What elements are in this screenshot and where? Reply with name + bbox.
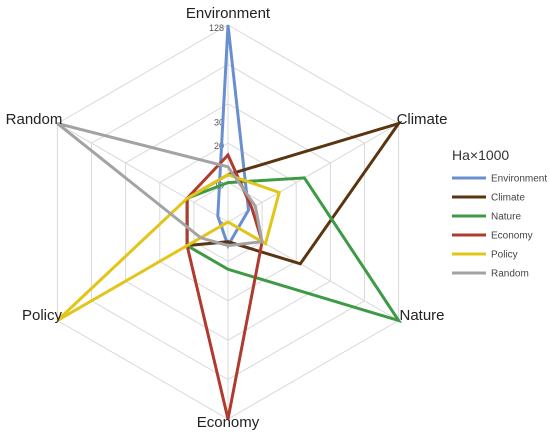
legend-label-nature: Nature	[491, 212, 521, 223]
series-random-line	[56, 122, 264, 248]
legend-label-economy: Economy	[491, 231, 533, 242]
axis-label-economy: Economy	[197, 414, 260, 431]
series-policy-line	[56, 173, 282, 322]
axis-label-environment: Environment	[186, 5, 271, 22]
tick-label-20: 20	[214, 141, 224, 151]
legend-label-policy: Policy	[491, 250, 518, 261]
tick-label-128: 128	[209, 23, 224, 33]
axis-spoke-climate	[227, 123, 399, 223]
axis-label-policy: Policy	[22, 307, 63, 324]
axis-spoke-random	[57, 123, 229, 223]
axis-label-climate: Climate	[397, 111, 448, 128]
radar-axis-labels: Environment Climate Nature Economy Policy Ran…	[6, 5, 448, 431]
tick-label-30: 30	[214, 118, 224, 128]
legend: Ha×1000 Environment Climate Nature Economy P…	[452, 147, 547, 280]
legend-label-environment: Environment	[491, 174, 547, 185]
legend-label-random: Random	[491, 269, 529, 280]
radar-series-layer	[56, 24, 403, 420]
legend-title: Ha×1000	[452, 147, 509, 163]
axis-label-nature: Nature	[399, 307, 444, 324]
legend-label-climate: Climate	[491, 193, 525, 204]
axis-label-random: Random	[6, 111, 63, 128]
